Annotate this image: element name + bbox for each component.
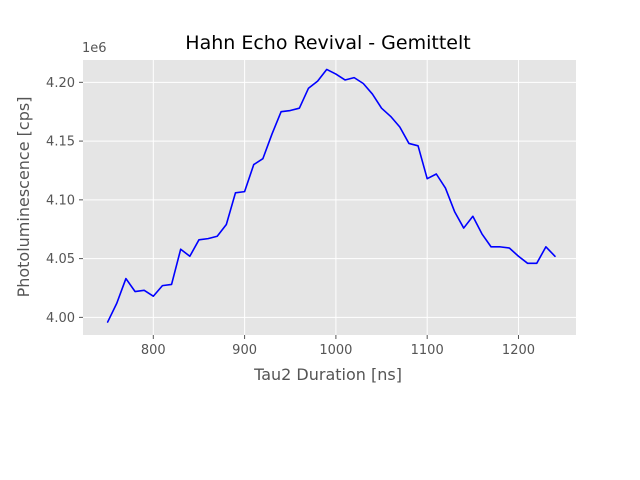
x-tick-label: 900 [232, 343, 257, 358]
y-tick-label: 4.15 [46, 135, 75, 150]
plot-area [83, 60, 576, 335]
x-tick-label: 1200 [502, 343, 535, 358]
y-tick-label: 4.10 [46, 193, 75, 208]
y-tick-label: 4.00 [46, 311, 75, 326]
x-tick-label: 1100 [411, 343, 444, 358]
chart-title: Hahn Echo Revival - Gemittelt [185, 32, 470, 54]
series-layer [106, 68, 556, 323]
y-axis-label: Photoluminescence [cps] [14, 97, 33, 298]
x-tick-label: 1000 [319, 343, 352, 358]
x-tick-label: 800 [141, 343, 166, 358]
y-offset-label: 1e6 [82, 41, 107, 56]
series-line [106, 68, 556, 323]
x-axis-label: Tau2 Duration [ns] [253, 365, 402, 384]
y-tick-label: 4.20 [46, 76, 75, 91]
axis-ticks: 800 900 1000 1100 1200 4.00 4.05 4.10 4.15 4.20 [46, 76, 535, 358]
grid-lines [83, 60, 576, 335]
y-tick-label: 4.05 [46, 252, 75, 267]
